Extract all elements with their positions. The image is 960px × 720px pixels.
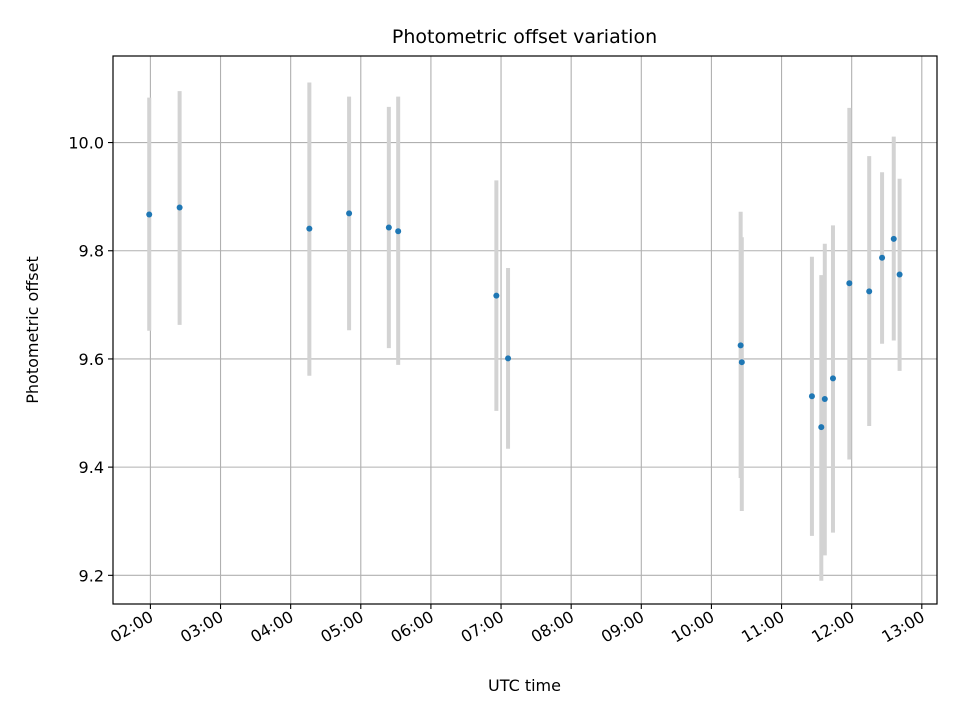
chart-title: Photometric offset variation [392, 26, 657, 48]
data-point [737, 342, 744, 349]
y-tick-label: 9.2 [79, 566, 104, 585]
y-tick-label: 9.4 [79, 458, 104, 477]
data-point [306, 225, 313, 232]
data-point [385, 224, 392, 231]
data-point [846, 280, 853, 287]
data-point [346, 210, 353, 217]
grid [113, 56, 937, 604]
data-point [866, 288, 873, 295]
data-point [879, 254, 886, 261]
data-point [146, 211, 153, 218]
data-points [146, 204, 903, 431]
data-point [176, 204, 183, 211]
data-point [808, 393, 815, 400]
y-axis-label: Photometric offset [23, 256, 42, 404]
data-point [395, 228, 402, 235]
plot-frame [112, 55, 938, 605]
y-tick-label: 9.8 [79, 242, 104, 261]
data-point [896, 271, 903, 278]
data-point [890, 235, 897, 242]
data-point [818, 424, 825, 431]
y-axis-ticks: 9.2 9.4 9.6 9.8 10.0 [68, 134, 113, 585]
x-axis-label: UTC time [488, 676, 561, 695]
data-point [493, 292, 500, 299]
data-point [821, 395, 828, 402]
y-tick-label: 10.0 [68, 134, 104, 153]
data-point [738, 359, 745, 366]
data-point [505, 355, 512, 362]
y-tick-label: 9.6 [79, 350, 104, 369]
data-point [829, 375, 836, 382]
